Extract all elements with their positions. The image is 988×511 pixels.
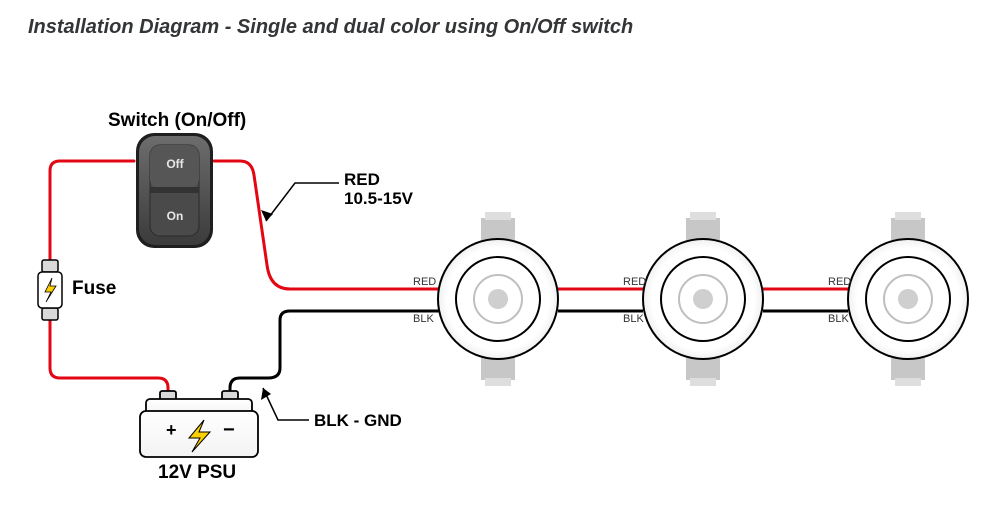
callouts — [261, 183, 339, 420]
battery: + − — [140, 391, 258, 457]
wire-red-small-1: RED — [413, 276, 436, 288]
fuse — [38, 260, 62, 320]
fuse-label: Fuse — [72, 278, 116, 300]
wire-red-small-3: RED — [828, 276, 851, 288]
diagram-canvas: + − Off On — [0, 0, 988, 511]
wire-blk-small-3: BLK — [828, 313, 849, 325]
switch: Off On — [136, 133, 213, 248]
led-2 — [643, 212, 763, 386]
svg-text:Off: Off — [166, 157, 184, 171]
wire-red-small-2: RED — [623, 276, 646, 288]
wire-black — [230, 311, 438, 401]
led-3 — [848, 212, 968, 386]
svg-text:+: + — [166, 420, 177, 440]
wire-blk-small-1: BLK — [413, 313, 434, 325]
psu-label: 12V PSU — [158, 462, 236, 484]
red-callout: RED 10.5-15V — [344, 170, 413, 208]
svg-text:−: − — [223, 419, 235, 441]
svg-text:On: On — [167, 209, 184, 223]
switch-label: Switch (On/Off) — [108, 110, 246, 132]
blk-callout: BLK - GND — [314, 411, 402, 431]
wire-blk-small-2: BLK — [623, 313, 644, 325]
led-1 — [438, 212, 558, 386]
